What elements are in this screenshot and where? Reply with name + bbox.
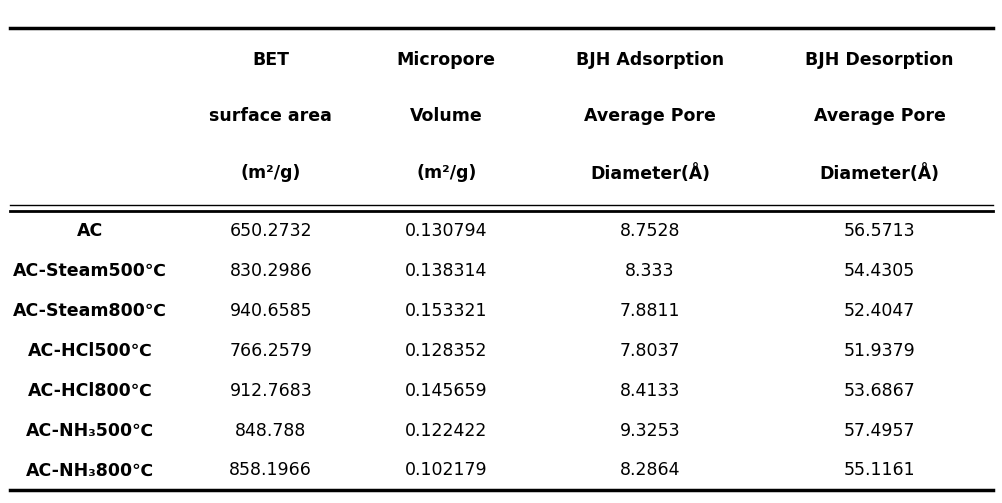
Text: 940.6585: 940.6585 [229, 302, 312, 320]
Text: 848.788: 848.788 [234, 422, 307, 440]
Text: 52.4047: 52.4047 [843, 302, 915, 320]
Text: Average Pore: Average Pore [813, 108, 945, 125]
Text: 8.7528: 8.7528 [619, 222, 679, 240]
Text: AC-NH₃800℃: AC-NH₃800℃ [26, 461, 154, 479]
Text: BET: BET [253, 51, 289, 68]
Text: Diameter(Å): Diameter(Å) [819, 164, 939, 183]
Text: 9.3253: 9.3253 [619, 422, 679, 440]
Text: 830.2986: 830.2986 [229, 262, 312, 280]
Text: 0.122422: 0.122422 [405, 422, 487, 440]
Text: AC-Steam500℃: AC-Steam500℃ [13, 262, 167, 280]
Text: BJH Adsorption: BJH Adsorption [575, 51, 723, 68]
Text: surface area: surface area [209, 108, 332, 125]
Text: 8.2864: 8.2864 [619, 461, 679, 479]
Text: 54.4305: 54.4305 [843, 262, 915, 280]
Text: 7.8037: 7.8037 [619, 342, 679, 360]
Text: (m²/g): (m²/g) [416, 164, 476, 182]
Text: 57.4957: 57.4957 [843, 422, 915, 440]
Text: 912.7683: 912.7683 [229, 382, 312, 400]
Text: 8.4133: 8.4133 [619, 382, 679, 400]
Text: 0.130794: 0.130794 [405, 222, 487, 240]
Text: AC-Steam800℃: AC-Steam800℃ [13, 302, 167, 320]
Text: 51.9379: 51.9379 [843, 342, 915, 360]
Text: AC-HCl500℃: AC-HCl500℃ [28, 342, 152, 360]
Text: AC-NH₃500℃: AC-NH₃500℃ [26, 422, 154, 440]
Text: Diameter(Å): Diameter(Å) [589, 164, 709, 183]
Text: 53.6867: 53.6867 [843, 382, 915, 400]
Text: 766.2579: 766.2579 [229, 342, 312, 360]
Text: AC: AC [77, 222, 103, 240]
Text: 55.1161: 55.1161 [843, 461, 915, 479]
Text: 0.102179: 0.102179 [405, 461, 487, 479]
Text: 56.5713: 56.5713 [843, 222, 915, 240]
Text: 858.1966: 858.1966 [229, 461, 312, 479]
Text: AC-HCl800℃: AC-HCl800℃ [28, 382, 152, 400]
Text: Micropore: Micropore [397, 51, 495, 68]
Text: 0.138314: 0.138314 [405, 262, 487, 280]
Text: (m²/g): (m²/g) [240, 164, 301, 182]
Text: 0.145659: 0.145659 [405, 382, 487, 400]
Text: Volume: Volume [410, 108, 482, 125]
Text: 650.2732: 650.2732 [229, 222, 312, 240]
Text: 7.8811: 7.8811 [619, 302, 679, 320]
Text: 0.153321: 0.153321 [405, 302, 487, 320]
Text: Average Pore: Average Pore [583, 108, 715, 125]
Text: 8.333: 8.333 [624, 262, 674, 280]
Text: 0.128352: 0.128352 [405, 342, 487, 360]
Text: BJH Desorption: BJH Desorption [805, 51, 953, 68]
